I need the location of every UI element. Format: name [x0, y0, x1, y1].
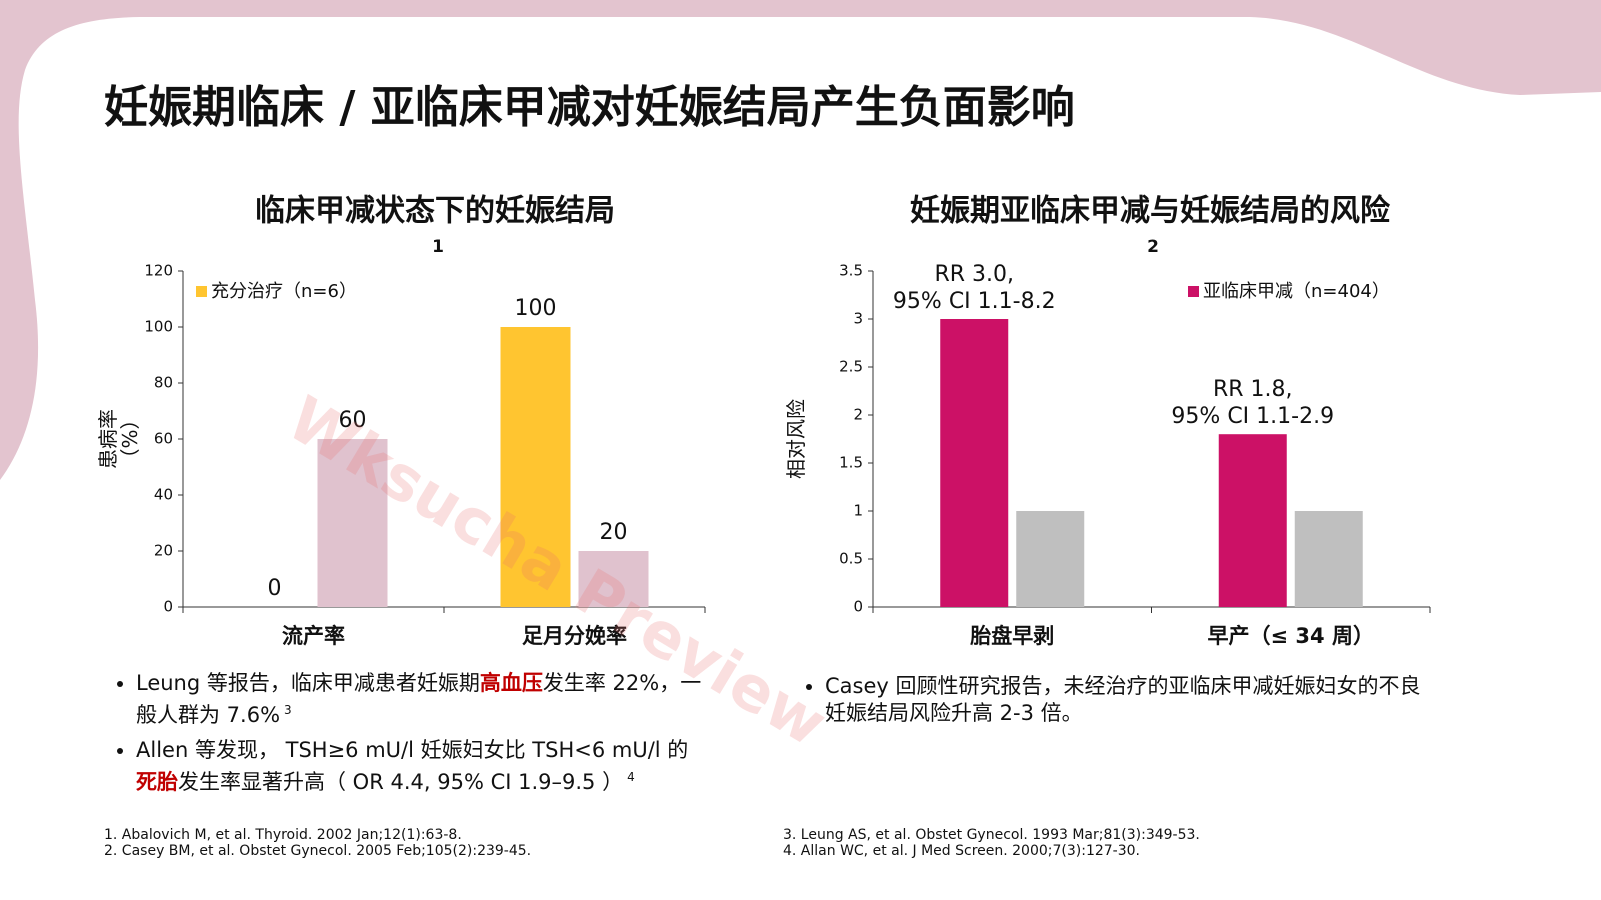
highlight-text: 死胎 [136, 770, 178, 794]
x-tick-label: 胎盘早剥 [970, 624, 1054, 648]
bullet-text: Leung 等报告，临床甲减患者妊娠期 [136, 671, 480, 695]
bullets-right: Casey 回顾性研究报告，未经治疗的亚临床甲减妊娠妇女的不良妊娠结局风险升高 … [797, 673, 1437, 735]
bullet: Leung 等报告，临床甲减患者妊娠期高血压发生率 22%，一般人群为 7.6%… [136, 670, 708, 729]
y-tick-label: 20 [154, 542, 173, 560]
x-tick-label: 流产率 [282, 624, 345, 648]
slide-title: 妊娠期临床 / 亚临床甲减对妊娠结局产生负面影响 [104, 82, 1075, 133]
y-tick-label: 2 [853, 406, 863, 424]
reference: 1. Abalovich M, et al. Thyroid. 2002 Jan… [104, 827, 462, 843]
chart-title: 临床甲减状态下的妊娠结局 [255, 194, 615, 229]
chart-title-note: 2 [1147, 237, 1159, 257]
references-right: 3. Leung AS, et al. Obstet Gynecol. 1993… [783, 827, 1200, 859]
bar [578, 551, 649, 607]
y-tick-label: 80 [154, 374, 173, 392]
y-tick-label: 2.5 [839, 358, 863, 376]
y-tick-label: 60 [154, 430, 173, 448]
legend-swatch [1188, 286, 1199, 297]
chart-title-note: 1 [432, 237, 444, 257]
y-axis-title-line: 相对风险 [784, 399, 808, 479]
bar [317, 439, 388, 607]
reference: 2. Casey BM, et al. Obstet Gynecol. 2005… [104, 843, 532, 859]
y-tick-label: 1 [853, 502, 863, 520]
legend-label: 亚临床甲减（n=404） [1203, 281, 1390, 302]
bar [940, 319, 1009, 607]
data-label: 0 [268, 576, 282, 601]
legend-swatch [196, 286, 207, 297]
x-tick-label: 足月分娩率 [522, 624, 627, 648]
data-label: 100 [515, 296, 557, 321]
data-label: 20 [600, 520, 628, 545]
bar [1294, 511, 1363, 607]
x-tick-label: 早产（≤ 34 周） [1208, 624, 1374, 648]
y-axis-title: 相对风险 [784, 399, 808, 479]
references-left: 1. Abalovich M, et al. Thyroid. 2002 Jan… [104, 827, 531, 859]
bullet: Casey 回顾性研究报告，未经治疗的亚临床甲减妊娠妇女的不良妊娠结局风险升高 … [825, 673, 1437, 727]
chart-title: 妊娠期亚临床甲减与妊娠结局的风险 [910, 194, 1391, 229]
highlight-text: 高血压 [479, 671, 543, 695]
y-tick-label: 0.5 [839, 550, 863, 568]
annotation: 95% CI 1.1-2.9 [1171, 404, 1334, 429]
y-axis-title-line: 患病率 [96, 409, 120, 469]
bullets-left: Leung 等报告，临床甲减患者妊娠期高血压发生率 22%，一般人群为 7.6%… [108, 670, 708, 804]
reference-mark: 3 [284, 703, 292, 717]
y-axis-title: 患病率（%） [96, 409, 142, 469]
y-tick-label: 3.5 [839, 262, 863, 280]
y-tick-label: 1.5 [839, 454, 863, 472]
bar [500, 327, 571, 607]
bullet-text: 发生率 22%，一般人群为 7.6% [136, 671, 702, 727]
reference-mark: 4 [627, 770, 635, 784]
bar [1218, 434, 1287, 607]
bullet-text: Allen 等发现， TSH≥6 mU/l 妊娠妇女比 TSH<6 mU/l 的 [136, 738, 689, 762]
y-tick-label: 3 [853, 310, 863, 328]
y-tick-label: 40 [154, 486, 173, 504]
data-label: 60 [339, 408, 367, 433]
annotation: RR 1.8, [1213, 377, 1293, 402]
bar [1016, 511, 1085, 607]
y-axis-title-line: （%） [118, 409, 142, 468]
y-tick-label: 100 [144, 318, 173, 336]
background-panel [0, 17, 1601, 900]
reference: 3. Leung AS, et al. Obstet Gynecol. 1993… [783, 827, 1200, 843]
bullet-text: Casey 回顾性研究报告，未经治疗的亚临床甲减妊娠妇女的不良妊娠结局风险升高 … [825, 674, 1421, 725]
legend-label: 充分治疗（n=6） [211, 281, 357, 302]
y-tick-label: 0 [163, 598, 173, 616]
bullet-text: 发生率显著升高（ OR 4.4, 95% CI 1.9–9.5 ） [178, 770, 624, 794]
annotation: 95% CI 1.1-8.2 [893, 289, 1056, 314]
y-tick-label: 120 [144, 262, 173, 280]
reference: 4. Allan WC, et al. J Med Screen. 2000;7… [783, 843, 1140, 859]
bullet: Allen 等发现， TSH≥6 mU/l 妊娠妇女比 TSH<6 mU/l 的… [136, 737, 708, 796]
annotation: RR 3.0, [934, 262, 1014, 287]
y-tick-label: 0 [853, 598, 863, 616]
